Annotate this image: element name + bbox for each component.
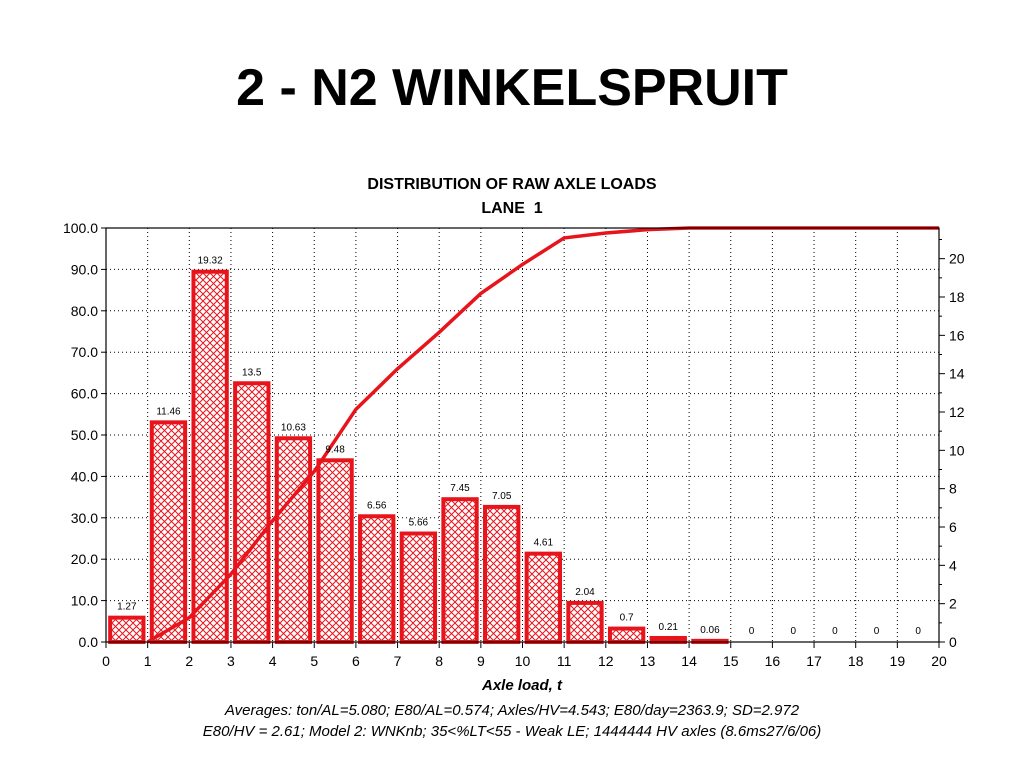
bar-value-label: 13.5 bbox=[242, 367, 262, 378]
bar-value-label: 0.7 bbox=[620, 613, 634, 624]
grid bbox=[106, 228, 939, 642]
bar-value-label: 9.48 bbox=[325, 444, 345, 455]
bar-value-label: 0.06 bbox=[700, 625, 720, 636]
x-tick-label: 16 bbox=[765, 653, 781, 669]
left-y-tick-label: 50.0 bbox=[71, 427, 98, 443]
x-tick-label: 15 bbox=[723, 653, 739, 669]
x-tick-label: 0 bbox=[102, 653, 110, 669]
x-tick-label: 5 bbox=[310, 653, 318, 669]
chart-title: DISTRIBUTION OF RAW AXLE LOADS bbox=[367, 176, 657, 193]
right-y-tick-label: 18 bbox=[949, 289, 965, 305]
left-y-tick-label: 80.0 bbox=[71, 303, 98, 319]
bar bbox=[274, 436, 313, 644]
x-tick-label: 6 bbox=[352, 653, 360, 669]
bar bbox=[607, 626, 646, 644]
bar-value-label: 19.32 bbox=[198, 256, 223, 267]
bars bbox=[108, 269, 729, 645]
bar-value-label: 0 bbox=[790, 626, 796, 637]
x-tick-label: 4 bbox=[269, 653, 277, 669]
x-tick-label: 2 bbox=[185, 653, 193, 669]
right-y-tick-label: 6 bbox=[949, 519, 957, 535]
bar-value-label: 0 bbox=[874, 626, 880, 637]
bar bbox=[566, 600, 604, 645]
bar bbox=[649, 635, 687, 644]
left-y-tick-label: 70.0 bbox=[71, 344, 98, 360]
left-y-tick-label: 90.0 bbox=[71, 261, 98, 277]
bar bbox=[483, 504, 521, 644]
slide-title: 2 - N2 WINKELSPRUIT bbox=[236, 59, 788, 117]
bar bbox=[316, 458, 354, 644]
x-tick-label: 14 bbox=[681, 653, 697, 669]
right-y-tick-label: 2 bbox=[949, 596, 957, 612]
x-tick-label: 12 bbox=[598, 653, 614, 669]
x-tick-label: 3 bbox=[227, 653, 235, 669]
right-y-tick-label: 10 bbox=[949, 442, 965, 458]
bar-value-label: 11.46 bbox=[156, 406, 181, 417]
x-tick-label: 19 bbox=[890, 653, 906, 669]
x-tick-label: 18 bbox=[848, 653, 864, 669]
x-tick-label: 10 bbox=[515, 653, 531, 669]
right-y-tick-label: 4 bbox=[949, 557, 957, 573]
bar-value-label: 4.61 bbox=[534, 538, 554, 549]
bar-value-label: 0 bbox=[749, 626, 755, 637]
bar-value-label: 0 bbox=[832, 626, 838, 637]
chart-subtitle: LANE 1 bbox=[481, 200, 542, 217]
x-tick-label: 13 bbox=[640, 653, 656, 669]
x-tick-label: 17 bbox=[806, 653, 822, 669]
bar-value-label: 2.04 bbox=[575, 587, 595, 598]
averages-note: Averages: ton/AL=5.080; E80/AL=0.574; Ax… bbox=[224, 702, 800, 719]
bar-value-label: 0 bbox=[915, 626, 921, 637]
left-y-tick-label: 30.0 bbox=[71, 510, 98, 526]
left-y-tick-label: 10.0 bbox=[71, 593, 98, 609]
left-y-tick-label: 0.0 bbox=[79, 634, 99, 650]
x-tick-label: 1 bbox=[144, 653, 152, 669]
bar-value-label: 5.66 bbox=[409, 518, 429, 529]
left-y-tick-label: 60.0 bbox=[71, 386, 98, 402]
x-tick-label: 8 bbox=[435, 653, 443, 669]
right-y-tick-label: 20 bbox=[949, 251, 965, 267]
x-tick-label: 11 bbox=[557, 653, 572, 669]
bar bbox=[524, 551, 562, 644]
axle-load-chart: DISTRIBUTION OF RAW AXLE LOADS LANE 1 0.… bbox=[63, 176, 965, 694]
bar bbox=[399, 531, 438, 644]
right-y-tick-label: 0 bbox=[949, 634, 957, 650]
right-y-tick-label: 12 bbox=[949, 404, 965, 420]
bar bbox=[358, 514, 396, 644]
model-note: E80/HV = 2.61; Model 2: WNKnb; 35<%LT<55… bbox=[202, 723, 822, 740]
bar bbox=[191, 269, 229, 644]
bar-value-label: 7.45 bbox=[450, 483, 470, 494]
bar-value-label: 1.27 bbox=[117, 602, 137, 613]
bar-value-label: 0.21 bbox=[659, 622, 679, 633]
x-tick-label: 20 bbox=[931, 653, 947, 669]
bar bbox=[149, 420, 188, 644]
x-tick-label: 7 bbox=[394, 653, 402, 669]
bar-value-label: 6.56 bbox=[367, 500, 387, 511]
left-y-tick-label: 20.0 bbox=[71, 551, 98, 567]
right-y-tick-label: 14 bbox=[949, 366, 965, 382]
axes: 0.0 10.0 20.0 30.0 40.0 50.0 60.0 70.0 80.0 90.0 1… bbox=[63, 220, 965, 669]
left-y-tick-label: 40.0 bbox=[71, 468, 98, 484]
bar bbox=[441, 497, 479, 645]
right-y-tick-label: 16 bbox=[949, 327, 965, 343]
bar-value-label: 10.63 bbox=[281, 422, 306, 433]
x-axis-label: Axle load, t bbox=[481, 677, 563, 694]
bar bbox=[108, 615, 146, 644]
right-y-tick-label: 8 bbox=[949, 481, 957, 497]
bar bbox=[233, 381, 271, 644]
x-tick-label: 9 bbox=[477, 653, 485, 669]
left-y-tick-label: 100.0 bbox=[63, 220, 98, 236]
bar-labels: 1.27 11.46 19.32 13.5 10.63 9.48 6.56 5.66 7.45 7… bbox=[117, 256, 921, 637]
bar-value-label: 7.05 bbox=[492, 491, 512, 502]
